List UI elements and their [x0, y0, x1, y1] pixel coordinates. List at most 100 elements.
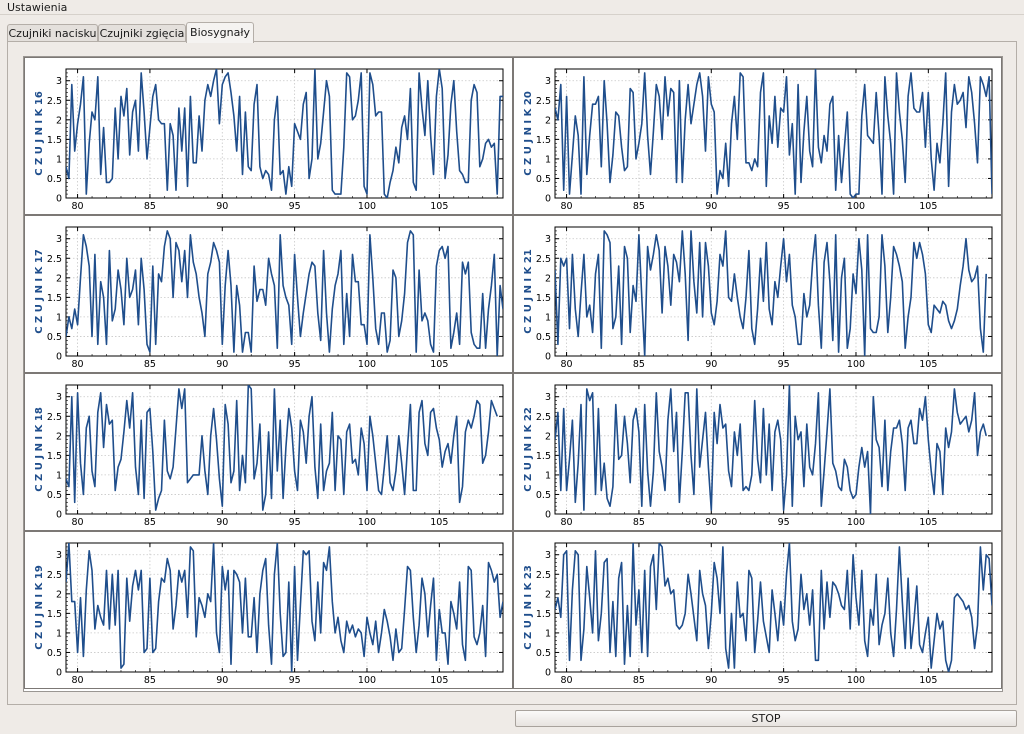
y-tick-label: 0.5: [47, 332, 62, 343]
x-tick-label: 85: [633, 675, 645, 686]
y-tick-label: 1: [56, 628, 62, 639]
y-tick-label: 2: [545, 431, 551, 442]
y-tick-label: 0: [56, 668, 62, 679]
plot-czujnik-17: 0 0.5 1 1.5 2 2.5 3 80 85 90 95 100 105 C Z U J N I K…: [24, 215, 513, 373]
x-tick-label: 95: [778, 359, 790, 370]
y-tick-label: 1.5: [47, 293, 62, 304]
y-tick-label: 0.5: [536, 174, 551, 185]
plot-czujnik-23: 0 0.5 1 1.5 2 2.5 3 80 85 90 95 100 105 C Z U J N I K…: [513, 531, 1002, 689]
tab-czujniki-zgiecia[interactable]: Czujniki zgięcia: [98, 24, 186, 41]
plots-grid: 0 0.5 1 1.5 2 2.5 3 80 85 90 95 100 105 C Z U J N I K…: [23, 56, 1003, 692]
tab-biosygnaly[interactable]: Biosygnały: [186, 22, 254, 43]
x-tick-label: 95: [289, 359, 301, 370]
y-tick-label: 2.5: [47, 570, 62, 581]
series-line: [555, 543, 992, 672]
x-tick-label: 80: [561, 359, 573, 370]
plot-czujnik-21: 0 0.5 1 1.5 2 2.5 3 80 85 90 95 100 105 C Z U J N I K…: [513, 215, 1002, 373]
y-tick-label: 1.5: [47, 609, 62, 620]
y-tick-label: 0.5: [536, 332, 551, 343]
y-tick-label: 1: [545, 628, 551, 639]
y-tick-label: 0.5: [536, 648, 551, 659]
x-tick-label: 100: [358, 675, 376, 686]
y-tick-label: 3: [56, 550, 62, 561]
y-tick-label: 3: [545, 550, 551, 561]
y-tick-label: 2: [56, 273, 62, 284]
y-tick-label: 1: [545, 154, 551, 165]
menu-ustawienia[interactable]: Ustawienia: [7, 1, 68, 14]
y-tick-label: 3: [545, 392, 551, 403]
y-tick-label: 2: [56, 431, 62, 442]
x-tick-label: 90: [705, 359, 717, 370]
y-tick-label: 0.5: [47, 174, 62, 185]
x-tick-label: 80: [561, 201, 573, 212]
x-tick-label: 90: [216, 675, 228, 686]
x-tick-label: 95: [778, 517, 790, 528]
y-tick-label: 0: [545, 510, 551, 521]
y-tick-label: 3: [56, 234, 62, 245]
plot-frame: [65, 542, 504, 673]
y-tick-label: 0: [56, 510, 62, 521]
y-tick-label: 2.5: [47, 412, 62, 423]
y-tick-label: 1: [56, 470, 62, 481]
x-tick-label: 80: [561, 675, 573, 686]
y-tick-label: 1.5: [47, 135, 62, 146]
x-tick-label: 85: [144, 359, 156, 370]
y-tick-label: 0: [545, 352, 551, 363]
y-tick-label: 1.5: [536, 451, 551, 462]
x-tick-label: 80: [72, 201, 84, 212]
y-axis-label: C Z U J N I K 19: [34, 565, 45, 650]
x-tick-label: 90: [216, 359, 228, 370]
plot-frame: [554, 226, 993, 357]
y-tick-label: 0: [56, 352, 62, 363]
x-tick-label: 95: [289, 201, 301, 212]
y-tick-label: 2.5: [536, 96, 551, 107]
y-tick-label: 0: [545, 668, 551, 679]
x-tick-label: 105: [430, 201, 448, 212]
y-axis-label: C Z U J N I K 23: [523, 565, 534, 650]
y-tick-label: 3: [56, 76, 62, 87]
x-tick-label: 105: [430, 359, 448, 370]
chart-czujnik-19: 0 0.5 1 1.5 2 2.5 3 80 85 90 95 100 105 C Z U J N I K…: [34, 542, 504, 686]
y-axis-label: C Z U J N I K 20: [523, 91, 534, 176]
y-tick-label: 0: [545, 194, 551, 205]
x-tick-label: 95: [778, 675, 790, 686]
y-tick-label: 2.5: [536, 254, 551, 265]
y-tick-label: 2.5: [47, 254, 62, 265]
stop-button[interactable]: STOP: [515, 710, 1017, 727]
plot-frame: [65, 384, 504, 515]
plot-frame: [65, 226, 504, 357]
series-line: [555, 385, 987, 514]
x-tick-label: 100: [847, 675, 865, 686]
y-tick-label: 2: [545, 589, 551, 600]
x-tick-label: 95: [289, 517, 301, 528]
chart-czujnik-20: 0 0.5 1 1.5 2 2.5 3 80 85 90 95 100 105 C Z U J N I K…: [523, 68, 993, 212]
x-tick-label: 85: [144, 201, 156, 212]
y-tick-label: 3: [545, 76, 551, 87]
y-tick-label: 1.5: [536, 293, 551, 304]
x-tick-label: 105: [919, 517, 937, 528]
chart-czujnik-18: 0 0.5 1 1.5 2 2.5 3 80 85 90 95 100 105 C Z U J N I K…: [34, 384, 504, 528]
plot-czujnik-22: 0 0.5 1 1.5 2 2.5 3 80 85 90 95 100 105 C Z U J N I K…: [513, 373, 1002, 531]
chart-czujnik-16: 0 0.5 1 1.5 2 2.5 3 80 85 90 95 100 105 C Z U J N I K…: [34, 68, 504, 212]
x-tick-label: 105: [430, 517, 448, 528]
x-tick-label: 100: [358, 359, 376, 370]
x-tick-label: 95: [778, 201, 790, 212]
y-axis-label: C Z U J N I K 16: [34, 91, 45, 176]
tab-czujniki-nacisku[interactable]: Czujniki nacisku: [7, 24, 98, 41]
x-tick-label: 90: [705, 517, 717, 528]
x-tick-label: 85: [633, 359, 645, 370]
y-axis-label: C Z U J N I K 17: [34, 249, 45, 334]
menubar-divider: [0, 14, 1024, 15]
y-tick-label: 1: [545, 312, 551, 323]
x-tick-label: 90: [705, 675, 717, 686]
y-tick-label: 3: [56, 392, 62, 403]
y-tick-label: 0.5: [536, 490, 551, 501]
series-line: [555, 69, 992, 198]
x-tick-label: 85: [633, 517, 645, 528]
menubar: Ustawienia: [0, 0, 1024, 14]
x-tick-label: 85: [633, 201, 645, 212]
plot-frame: [554, 68, 993, 199]
series-line: [66, 385, 498, 511]
x-tick-label: 100: [358, 201, 376, 212]
series-line: [66, 230, 503, 356]
